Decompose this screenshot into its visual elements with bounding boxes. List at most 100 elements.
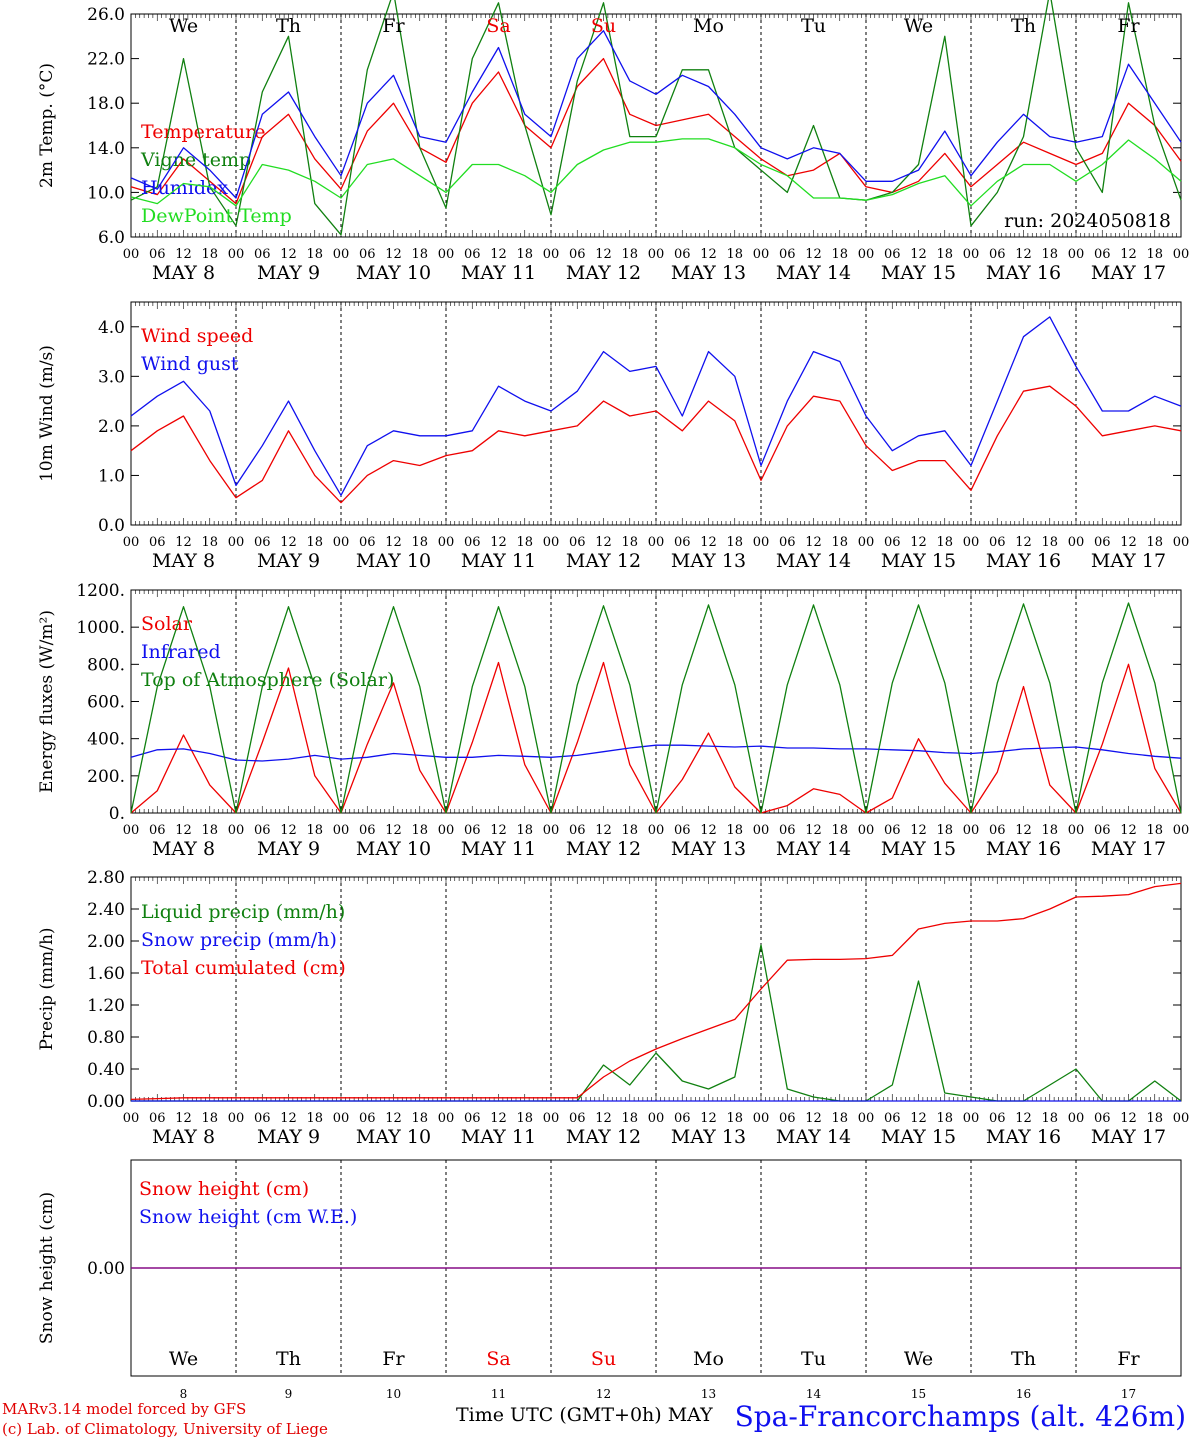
x-hour-label: 18 — [1041, 1111, 1058, 1126]
y-tick-label: 600. — [87, 693, 125, 713]
x-hour-label: 06 — [1094, 247, 1111, 262]
x-date-label: MAY 16 — [986, 1126, 1061, 1148]
x-hour-label: 12 — [1015, 535, 1032, 550]
x-hour-label: 06 — [884, 535, 901, 550]
day-name-label: Tu — [801, 15, 826, 37]
x-hour-label: 06 — [674, 535, 691, 550]
legend-entry: Liquid precip (mm/h) — [141, 901, 345, 923]
credit-line-1: MARv3.14 model forced by GFS — [2, 1400, 247, 1418]
x-date-label: MAY 12 — [566, 262, 641, 284]
x-hour-label: 00 — [438, 823, 455, 838]
x-hour-label: 06 — [674, 1111, 691, 1126]
x-date-label: MAY 10 — [356, 1126, 431, 1148]
x-date-label: MAY 16 — [986, 838, 1061, 860]
y-tick-label: 200. — [87, 767, 125, 787]
legend-entry: Humidex — [141, 177, 228, 199]
x-hour-label: 18 — [1146, 247, 1163, 262]
x-hour-label: 00 — [1173, 247, 1190, 262]
legend-entry: Top of Atmosphere (Solar) — [141, 669, 394, 691]
x-hour-label: 00 — [123, 823, 140, 838]
x-hour-label: 00 — [1068, 1111, 1085, 1126]
x-hour-label: 06 — [464, 1111, 481, 1126]
x-hour-label: 06 — [779, 823, 796, 838]
x-hour-label: 12 — [805, 823, 822, 838]
day-name-label: We — [169, 1348, 198, 1370]
x-hour-label: 12 — [1120, 535, 1137, 550]
day-name-label: Th — [276, 15, 301, 37]
x-hour-label: 00 — [963, 1111, 980, 1126]
x-hour-label: 00 — [543, 823, 560, 838]
y-tick-label: 1.60 — [87, 964, 125, 984]
x-date-label: MAY 13 — [671, 550, 746, 572]
day-name-label: We — [169, 15, 198, 37]
day-name-label: Fr — [1117, 1348, 1140, 1370]
x-hour-label: 00 — [1068, 535, 1085, 550]
y-tick-label: 18.0 — [87, 94, 125, 114]
x-hour-label: 06 — [569, 535, 586, 550]
x-hour-label: 00 — [333, 823, 350, 838]
series-line — [130, 30, 1182, 199]
x-date-label: MAY 14 — [776, 1126, 851, 1148]
day-name-label: Th — [1011, 1348, 1036, 1370]
x-hour-label: 12 — [910, 535, 927, 550]
x-date-label: MAY 12 — [566, 838, 641, 860]
x-hour-label: 18 — [1041, 823, 1058, 838]
x-hour-label: 12 — [910, 823, 927, 838]
x-date-label: MAY 8 — [152, 262, 215, 284]
x-date-label: MAY 9 — [257, 262, 320, 284]
x-hour-label: 00 — [963, 823, 980, 838]
x-date-label: MAY 17 — [1091, 1126, 1166, 1148]
x-hour-label: 12 — [1015, 1111, 1032, 1126]
x-date-label: MAY 9 — [257, 1126, 320, 1148]
x-date-label: MAY 9 — [257, 838, 320, 860]
x-hour-label: 06 — [464, 247, 481, 262]
day-name-label: Su — [591, 15, 616, 37]
x-hour-label: 00 — [228, 535, 245, 550]
x-hour-label: 06 — [884, 247, 901, 262]
x-hour-label: 00 — [1173, 535, 1190, 550]
x-hour-label: 00 — [1068, 823, 1085, 838]
legend-entry: Snow height (cm) — [139, 1178, 309, 1200]
series-line — [130, 882, 1182, 1101]
y-tick-label: 4.0 — [98, 318, 125, 338]
x-date-label: MAY 10 — [356, 838, 431, 860]
x-hour-label: 12 — [280, 535, 297, 550]
x-hour-label: 00 — [858, 823, 875, 838]
legend-entry: Total cumulated (cm) — [141, 957, 346, 979]
x-hour-label: 12 — [700, 1111, 717, 1126]
y-tick-label: 0.40 — [87, 1060, 125, 1080]
x-hour-label: 06 — [359, 823, 376, 838]
x-hour-label: 18 — [1146, 823, 1163, 838]
x-day-number: 15 — [911, 1387, 926, 1401]
y-tick-label: 1.0 — [98, 466, 125, 486]
x-date-label: MAY 10 — [356, 550, 431, 572]
x-date-label: MAY 14 — [776, 550, 851, 572]
x-hour-label: 00 — [648, 823, 665, 838]
x-hour-label: 06 — [989, 535, 1006, 550]
x-hour-label: 00 — [228, 247, 245, 262]
x-date-label: MAY 12 — [566, 550, 641, 572]
y-tick-label: 2.80 — [87, 868, 125, 888]
x-hour-label: 18 — [621, 823, 638, 838]
series-line — [130, 316, 1182, 496]
x-hour-label: 06 — [1094, 535, 1111, 550]
x-day-number: 8 — [180, 1387, 188, 1401]
x-hour-label: 06 — [149, 535, 166, 550]
plot-frame — [130, 589, 1182, 814]
x-hour-label: 00 — [333, 247, 350, 262]
x-date-label: MAY 11 — [461, 838, 536, 860]
x-hour-label: 06 — [779, 247, 796, 262]
y-tick-label: 1.20 — [87, 996, 125, 1016]
x-hour-label: 00 — [1068, 247, 1085, 262]
day-name-label: Su — [591, 1348, 616, 1370]
x-hour-label: 00 — [858, 247, 875, 262]
day-name-label: Fr — [1117, 15, 1140, 37]
x-hour-label: 12 — [175, 1111, 192, 1126]
x-hour-label: 18 — [726, 535, 743, 550]
x-hour-label: 18 — [831, 535, 848, 550]
chart-panel-2: 0.0 1.0 2.0 3.0 4.0 10m Wind (m/s) Wind speed W… — [37, 301, 1190, 572]
x-hour-label: 18 — [831, 247, 848, 262]
x-hour-label: 18 — [516, 1111, 533, 1126]
y-tick-label: 2.0 — [98, 417, 125, 437]
x-hour-label: 18 — [516, 823, 533, 838]
